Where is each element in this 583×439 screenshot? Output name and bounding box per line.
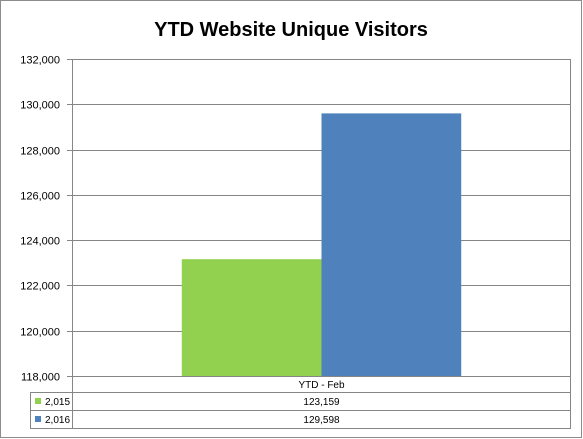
chart-title: YTD Website Unique Visitors: [154, 19, 428, 41]
y-tick-label: 128,000: [20, 146, 60, 158]
data-label: 129,598: [303, 415, 340, 426]
legend-label: 2,015: [45, 397, 70, 408]
legend-label: 2,016: [45, 415, 70, 426]
y-tick-label: 122,000: [20, 281, 60, 293]
y-tick-label: 126,000: [20, 191, 60, 203]
legend-key-2015: [35, 398, 41, 404]
bars: [181, 113, 462, 376]
x-category-label: YTD - Feb: [298, 380, 345, 391]
y-tick-label: 132,000: [20, 55, 60, 67]
bar-2015-0: [181, 259, 322, 376]
y-tick-label: 130,000: [20, 100, 60, 112]
data-label: 123,159: [303, 397, 340, 408]
bar-2016-0: [321, 113, 462, 376]
y-tick-label: 118,000: [21, 372, 60, 384]
data-table: YTD - Feb 2,015 123,159 2,016 129,598: [30, 376, 571, 429]
y-tick-label: 120,000: [20, 327, 60, 339]
legend-key-2016: [35, 416, 41, 422]
y-tick-label: 124,000: [20, 236, 60, 248]
